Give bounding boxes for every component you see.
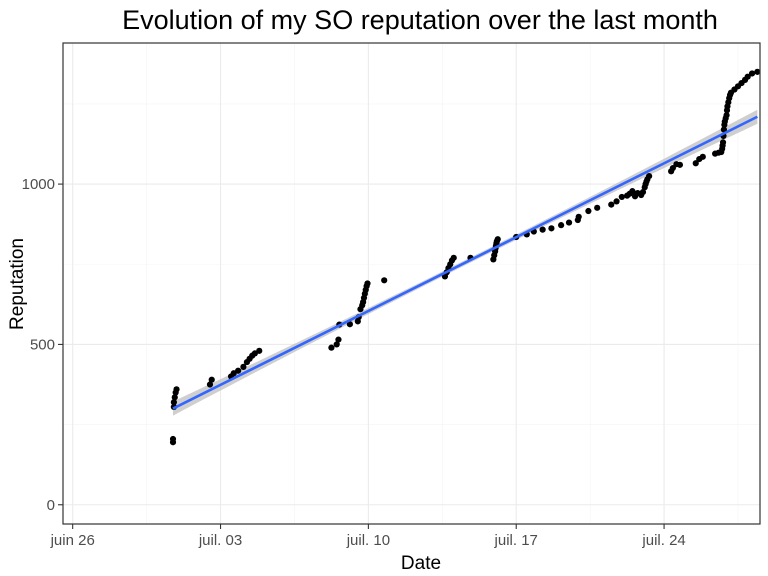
x-tick-label: juil. 03 — [198, 532, 242, 549]
data-point — [333, 341, 340, 348]
data-point — [720, 126, 728, 133]
data-point — [558, 222, 565, 229]
x-axis: juin 26 juil. 03 juil. 10 juil. 17 juil. 24 — [50, 524, 686, 549]
data-point — [594, 204, 601, 211]
data-point — [723, 112, 730, 119]
data-point — [639, 189, 647, 196]
panel-background — [63, 43, 760, 524]
data-point — [173, 386, 180, 393]
data-point — [565, 219, 573, 226]
data-point — [646, 172, 653, 180]
x-tick-label: juin 26 — [50, 532, 95, 549]
data-point — [539, 226, 546, 233]
y-tick-label: 500 — [30, 336, 55, 353]
data-point — [235, 367, 242, 374]
data-point — [256, 347, 263, 354]
data-point — [754, 68, 761, 75]
data-point — [171, 394, 178, 401]
data-point — [719, 139, 727, 146]
data-point — [548, 225, 555, 232]
data-point — [744, 73, 751, 80]
data-point — [346, 321, 353, 328]
data-point — [629, 188, 636, 195]
x-tick-label: juil. 17 — [494, 532, 538, 549]
data-points — [169, 68, 761, 446]
x-axis-title: Date — [401, 553, 441, 574]
data-point — [748, 70, 756, 77]
chart-title: Evolution of my SO reputation over the l… — [122, 5, 718, 35]
data-point — [206, 381, 214, 388]
data-point — [450, 254, 457, 261]
data-point — [328, 344, 335, 351]
data-point — [240, 363, 247, 370]
data-point — [364, 280, 371, 287]
data-point — [381, 277, 388, 284]
x-tick-label: juil. 10 — [346, 532, 390, 549]
panel-border — [62, 42, 761, 525]
data-point — [676, 161, 684, 168]
data-point — [585, 207, 592, 215]
grid-lines — [63, 43, 760, 524]
data-point — [208, 376, 215, 383]
data-point — [335, 336, 342, 343]
data-point — [608, 201, 615, 208]
y-tick-label: 1000 — [22, 176, 55, 193]
data-point — [169, 435, 177, 443]
data-point — [494, 236, 501, 243]
y-tick-label: 0 — [47, 497, 55, 514]
x-tick-label: juil. 24 — [641, 532, 685, 549]
trend-line — [172, 115, 758, 410]
data-point — [618, 193, 625, 201]
data-point — [692, 160, 699, 167]
data-point — [699, 153, 706, 160]
data-point — [575, 213, 582, 220]
data-point — [170, 399, 177, 406]
y-axis-title: Reputation — [7, 238, 28, 330]
plot-panel — [62, 42, 761, 525]
y-axis: 0 500 1000 — [22, 176, 63, 514]
data-point — [613, 198, 620, 205]
